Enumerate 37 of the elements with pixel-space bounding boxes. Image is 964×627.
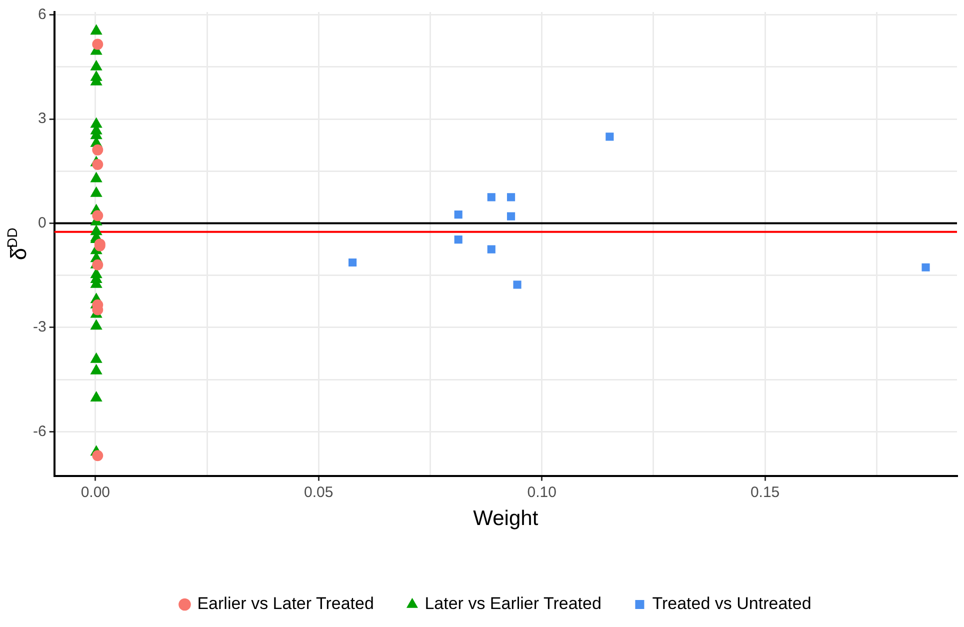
point — [348, 258, 357, 267]
y-tick-label: -3 — [32, 318, 46, 336]
legend-label: Treated vs Untreated — [652, 594, 812, 614]
y-tick-label: -6 — [32, 422, 46, 440]
point — [454, 236, 462, 244]
point — [922, 263, 930, 272]
point — [90, 352, 102, 363]
point — [92, 210, 104, 222]
point — [487, 193, 496, 202]
x-tick-label: 0.00 — [80, 484, 110, 501]
point — [606, 132, 614, 141]
point — [506, 193, 516, 202]
point — [506, 212, 516, 220]
legend-label: Earlier vs Later Treated — [197, 594, 374, 614]
point — [92, 159, 104, 170]
point — [92, 144, 104, 156]
x-tick-label: 0.15 — [750, 484, 780, 501]
x-axis-title: Weight — [473, 507, 538, 530]
point — [513, 280, 522, 289]
point — [90, 320, 102, 330]
point — [487, 245, 496, 254]
x-tick-label: 0.05 — [304, 484, 334, 501]
point — [90, 172, 102, 182]
point — [90, 186, 102, 197]
y-tick-label: 3 — [38, 110, 46, 128]
x-tick-label: 0.10 — [527, 484, 556, 501]
y-axis-title: δ̂DD — [4, 228, 31, 260]
legend-label: Later vs Earlier Treated — [424, 594, 602, 614]
point — [92, 38, 104, 50]
point — [90, 60, 102, 70]
point — [90, 391, 102, 402]
point — [90, 364, 102, 374]
point — [92, 450, 104, 462]
point — [90, 24, 102, 35]
y-tick-label: 6 — [38, 6, 46, 23]
point — [454, 210, 462, 219]
y-tick-label: 0 — [38, 214, 46, 232]
